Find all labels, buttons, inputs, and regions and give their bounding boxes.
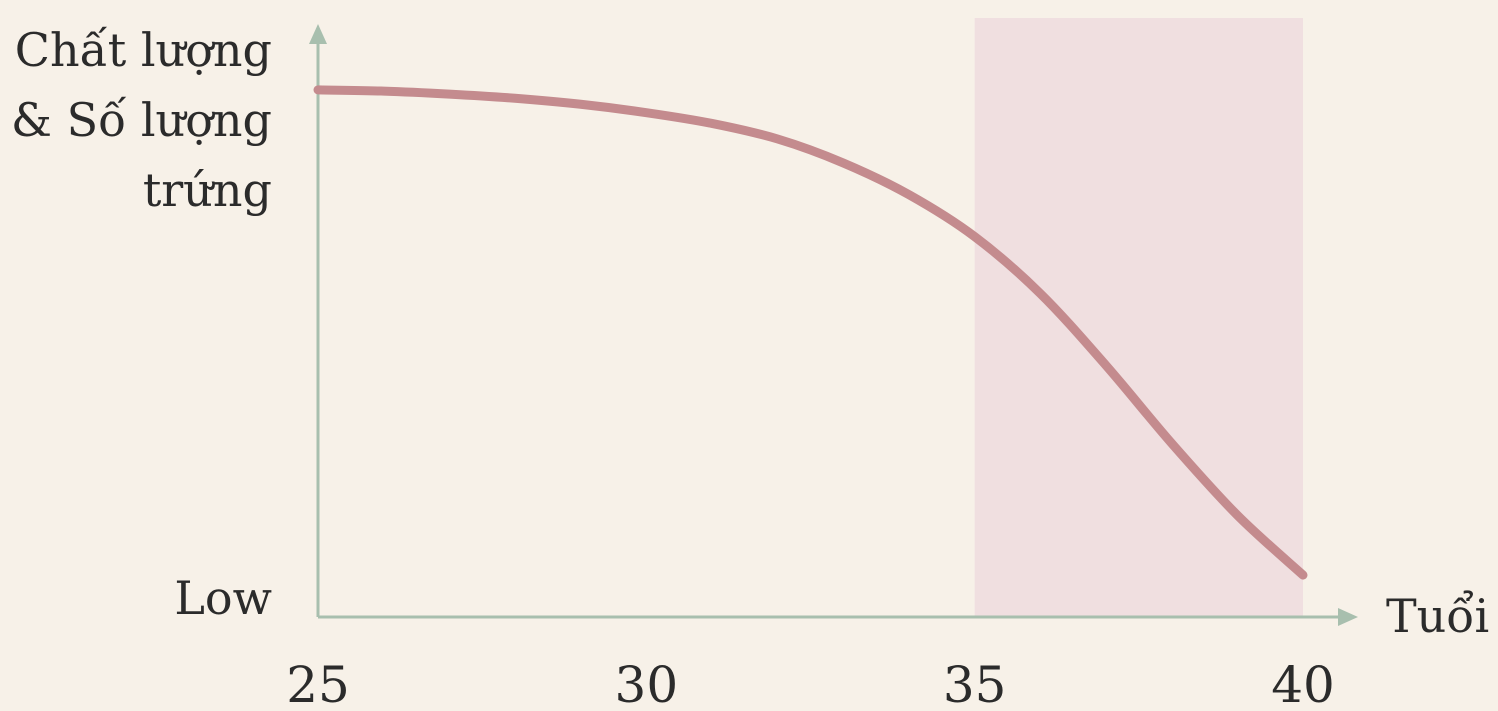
y-min-label: Low: [174, 571, 272, 625]
x-tick-label-35: 35: [943, 656, 1007, 711]
series-line: [313, 85, 1308, 580]
x-axis-label: Tuổi: [1386, 589, 1489, 643]
y-axis-label: Chất lượng & Số lượng trứng: [11, 23, 272, 217]
x-tick-label-40: 40: [1271, 656, 1335, 711]
y-axis-label-line-2: & Số lượng: [11, 93, 272, 147]
axes: [309, 24, 1358, 626]
y-axis-label-line-3: trứng: [143, 163, 272, 217]
x-tick-labels: 25 30 35 40: [286, 656, 1335, 711]
highlight-region: [974, 18, 1303, 617]
x-tick-label-25: 25: [286, 656, 350, 711]
y-axis-arrow-icon: [309, 24, 327, 44]
x-tick-label-30: 30: [615, 656, 679, 711]
x-axis-arrow-icon: [1338, 608, 1358, 626]
y-axis-label-line-1: Chất lượng: [15, 23, 272, 77]
